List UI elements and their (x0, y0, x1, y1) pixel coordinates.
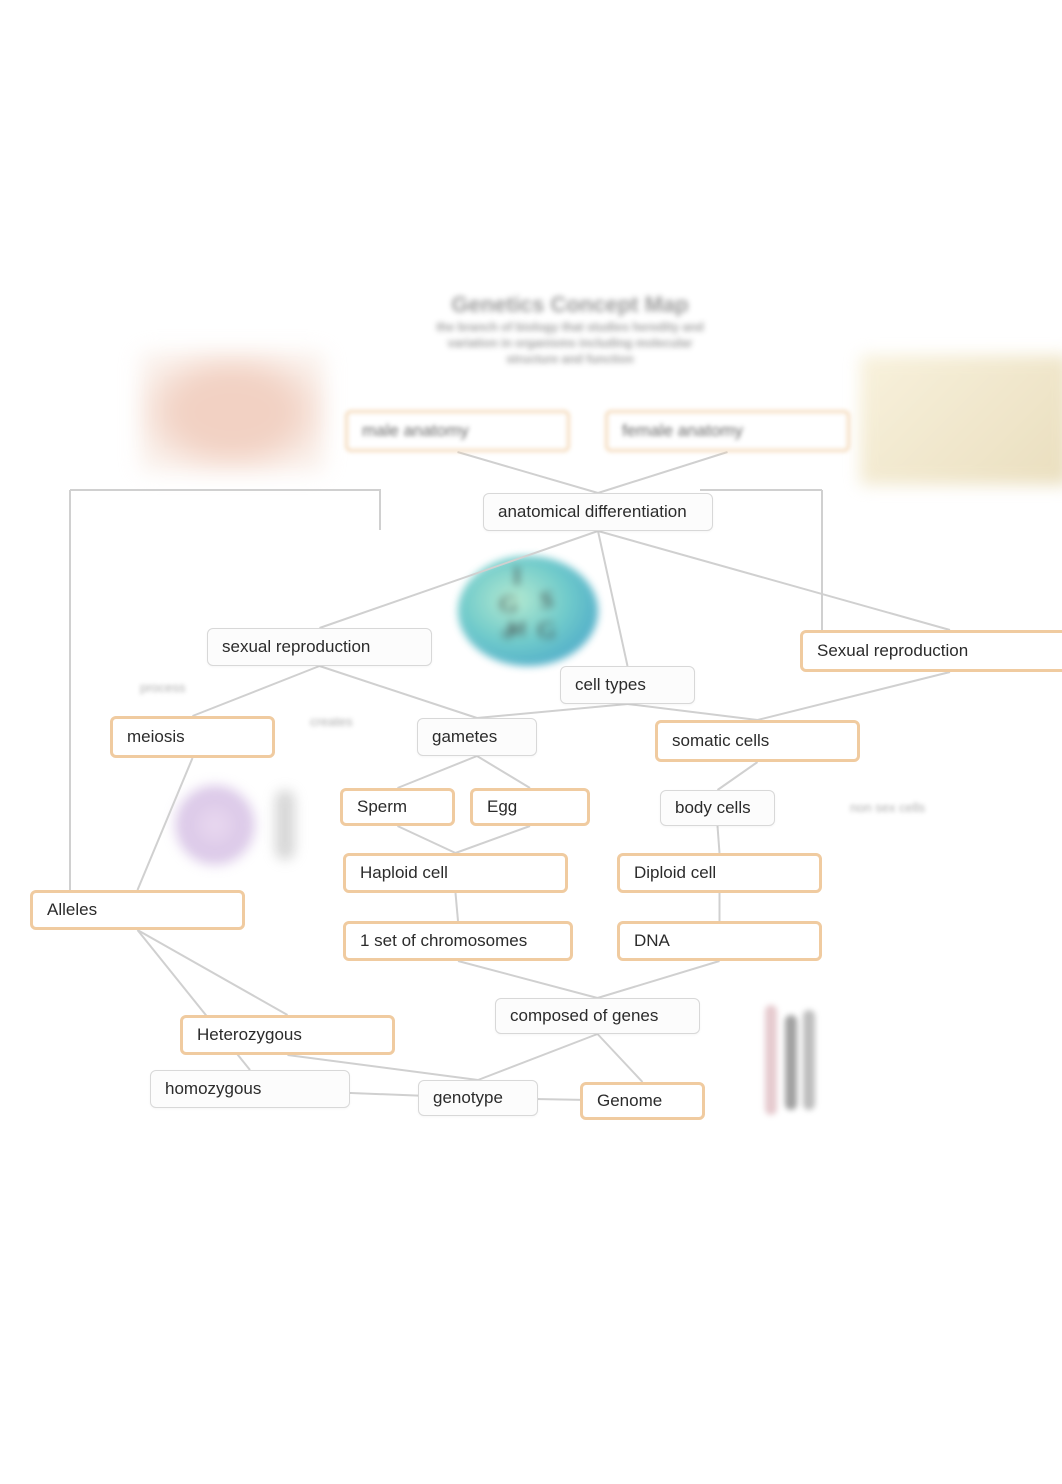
edge-sperm-haploid (398, 826, 456, 853)
node-label: homozygous (165, 1079, 261, 1099)
node-genes[interactable]: composed of genes (495, 998, 700, 1034)
node-label: cell types (575, 675, 646, 695)
node-anat_diff[interactable]: anatomical differentiation (483, 493, 713, 531)
edge-sex_repro2-somatic (758, 672, 951, 720)
egg-illustration (175, 785, 255, 865)
edge-dna-genes (598, 961, 720, 998)
edge-alleles-hetero (138, 930, 288, 1015)
edge-somatic-body_cells (718, 762, 758, 790)
node-egg[interactable]: Egg (470, 788, 590, 826)
node-male_anatomy[interactable]: male anatomy (345, 410, 570, 452)
node-alleles[interactable]: Alleles (30, 890, 245, 930)
node-label: somatic cells (672, 731, 769, 751)
edge-male_anatomy-anat_diff (458, 452, 599, 493)
cellcycle-I: I (513, 564, 521, 591)
node-genotype[interactable]: genotype (418, 1080, 538, 1116)
node-label: Diploid cell (634, 863, 716, 883)
node-meiosis[interactable]: meiosis (110, 716, 275, 758)
node-label: Sperm (357, 797, 407, 817)
edge-female_anatomy-anat_diff (598, 452, 728, 493)
node-somatic[interactable]: somatic cells (655, 720, 860, 762)
node-dna[interactable]: DNA (617, 921, 822, 961)
node-label: male anatomy (362, 421, 469, 441)
node-homo[interactable]: homozygous (150, 1070, 350, 1108)
map-subtitle-1: the branch of biology that studies hered… (400, 320, 740, 334)
edge-label: process (140, 680, 186, 695)
title-main: Genetics Concept Map (451, 292, 688, 317)
node-sex_repro[interactable]: sexual reproduction (207, 628, 432, 666)
edge-anat_diff-sex_repro2 (598, 531, 950, 630)
node-label: genotype (433, 1088, 503, 1108)
edge-genes-genotype (478, 1034, 598, 1080)
map-subtitle-3: structure and function (440, 352, 700, 366)
node-body_cells[interactable]: body cells (660, 790, 775, 826)
node-one_set[interactable]: 1 set of chromosomes (343, 921, 573, 961)
edge-gametes-egg (477, 756, 530, 788)
edge-egg-haploid (456, 826, 531, 853)
edge-gametes-sperm (398, 756, 478, 788)
map-title: Genetics Concept Map (400, 292, 740, 318)
node-sex_repro2[interactable]: Sexual reproduction (800, 630, 1062, 672)
node-label: body cells (675, 798, 751, 818)
node-label: anatomical differentiation (498, 502, 687, 522)
node-label: female anatomy (622, 421, 743, 441)
edge-label: non sex cells (850, 800, 925, 815)
node-cell_types[interactable]: cell types (560, 666, 695, 704)
cellcycle-G1: G (500, 592, 517, 619)
edge-label: creates (310, 714, 353, 729)
node-label: DNA (634, 931, 670, 951)
concept-map-canvas: Genetics Concept Map the branch of biolo… (0, 0, 1062, 1484)
node-label: Heterozygous (197, 1025, 302, 1045)
cellcycle-arrow-icon: ↺ (501, 624, 514, 644)
right-illustration (860, 355, 1062, 485)
node-haploid[interactable]: Haploid cell (343, 853, 568, 893)
node-genome[interactable]: Genome (580, 1082, 705, 1120)
node-female_anatomy[interactable]: female anatomy (605, 410, 850, 452)
cellcycle-S: S (540, 588, 553, 615)
node-gametes[interactable]: gametes (417, 718, 537, 756)
edge-sex_repro-gametes (320, 666, 478, 718)
cell-cycle-illustration: I S G G M ↺ (458, 556, 598, 666)
edge-cell_types-somatic (628, 704, 758, 720)
node-label: sexual reproduction (222, 637, 370, 657)
chromosome-illustration (765, 1005, 820, 1115)
edge-genes-genome (598, 1034, 643, 1082)
node-label: Haploid cell (360, 863, 448, 883)
node-sperm[interactable]: Sperm (340, 788, 455, 826)
node-hetero[interactable]: Heterozygous (180, 1015, 395, 1055)
edge-sex_repro-meiosis (193, 666, 320, 716)
node-label: composed of genes (510, 1006, 658, 1026)
node-diploid[interactable]: Diploid cell (617, 853, 822, 893)
node-label: meiosis (127, 727, 185, 747)
sperm-illustration (275, 790, 295, 860)
node-label: Alleles (47, 900, 97, 920)
uterus-illustration (140, 352, 325, 472)
node-label: Genome (597, 1091, 662, 1111)
node-label: 1 set of chromosomes (360, 931, 527, 951)
node-label: Sexual reproduction (817, 641, 968, 661)
edge-one_set-genes (458, 961, 598, 998)
edge-cell_types-gametes (477, 704, 628, 718)
edge-body_cells-diploid (718, 826, 720, 853)
node-label: Egg (487, 797, 517, 817)
edge-anat_diff-cell_types (598, 531, 628, 666)
cellcycle-G2: G (538, 618, 555, 645)
node-label: gametes (432, 727, 497, 747)
map-subtitle-2: variation in organisms including molecul… (400, 336, 740, 350)
edge-haploid-one_set (456, 893, 459, 921)
